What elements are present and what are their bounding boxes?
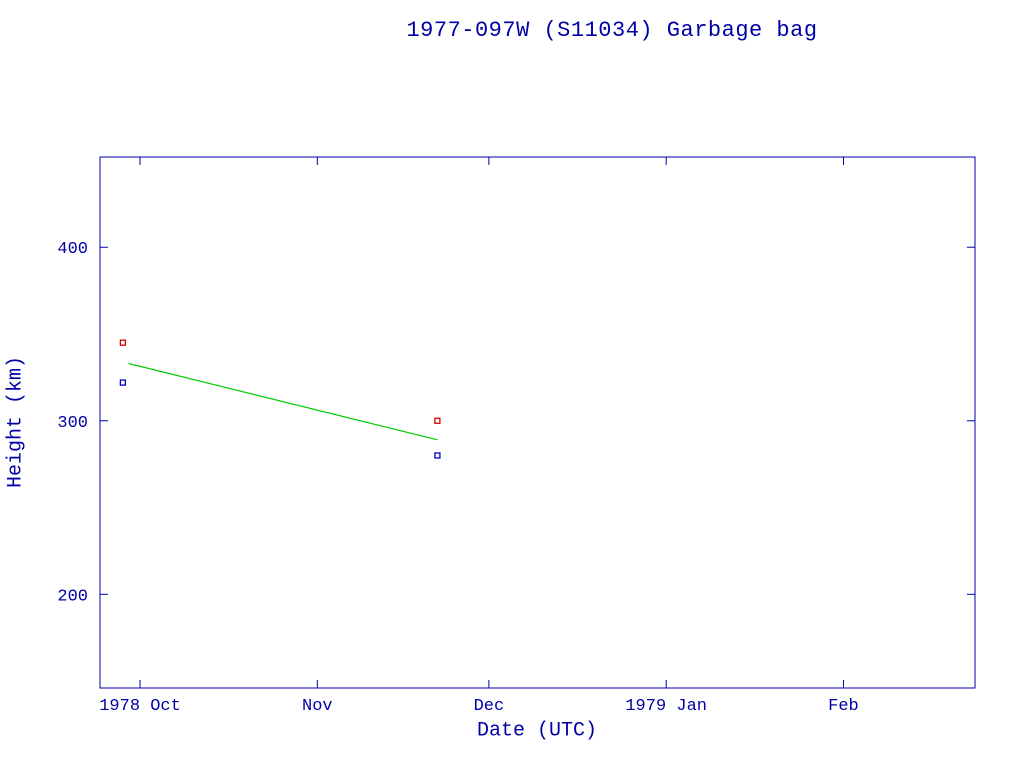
apogee-height-point (434, 417, 441, 424)
perigee-height-point (434, 452, 441, 459)
fitted-decay-line (128, 362, 438, 441)
x-tick-label: 1979 Jan (625, 697, 707, 716)
chart-title: 1977-097W (S11034) Garbage bag (406, 18, 818, 43)
x-tick-label: Dec (474, 697, 505, 716)
y-tick-label: 300 (57, 414, 88, 433)
y-tick-label: 400 (57, 240, 88, 259)
x-tick-label: 1978 Oct (99, 697, 181, 716)
x-axis-title: Date (UTC) (476, 719, 598, 743)
y-tick-label: 200 (57, 587, 88, 606)
plot-frame (99, 156, 976, 689)
apogee-height-point (119, 339, 127, 346)
x-tick-label: Feb (828, 697, 859, 716)
perigee-height-point (119, 379, 127, 386)
x-tick-label: Nov (302, 697, 333, 716)
